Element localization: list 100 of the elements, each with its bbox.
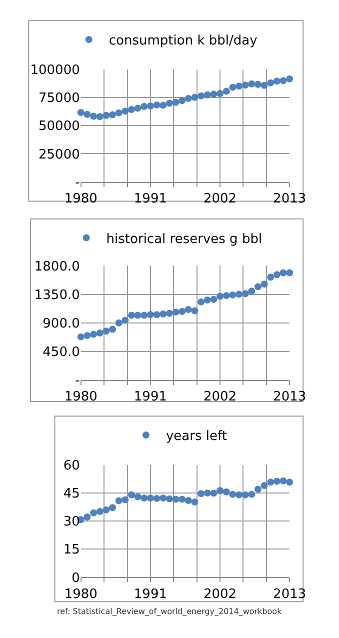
point [260,280,268,288]
y-tick-label: - [75,175,80,190]
point [102,506,110,514]
point [242,491,249,498]
point [128,491,135,498]
point [286,478,294,486]
point [140,103,148,110]
point [134,104,142,112]
point [254,80,262,88]
point [178,496,186,503]
point [222,292,230,300]
point [122,496,129,504]
point [102,112,110,119]
y-tick-label: 900.0 [42,316,80,332]
point [204,490,211,497]
point [109,111,116,118]
point [166,495,173,502]
point [236,491,243,498]
point [191,94,198,101]
point [229,490,236,498]
point [204,91,211,98]
point [286,269,294,276]
point [172,496,180,503]
point [222,488,230,496]
x-tick-label: 2002 [203,586,237,602]
point [134,493,142,500]
point [198,298,205,306]
point [242,290,249,298]
y-tick-label: 450.0 [42,344,80,360]
point [109,326,116,333]
point [140,494,148,502]
point [210,490,218,497]
point [128,312,135,319]
point [160,102,167,109]
y-tick-label: - [75,374,80,389]
legend-label: consumption k bbl/day [108,34,258,49]
point [128,106,135,114]
point [122,108,129,115]
point [172,98,180,106]
point [273,78,280,85]
y-tick-label: 60 [63,458,80,474]
y-tick-label: 45 [63,486,80,502]
y-tick-label: 100000 [30,63,80,78]
point [248,288,256,295]
point [248,490,256,498]
point [178,308,186,315]
point [109,504,116,512]
point [280,77,287,84]
text: ref: Statistical_Review_of_world_energy_2014_workbook [57,607,282,616]
point [115,497,122,504]
legend-label: years left [166,429,227,444]
y-tick-label: 25000 [38,147,80,162]
point [273,271,280,278]
point [153,101,160,108]
point [134,312,142,319]
point [140,312,148,319]
point [191,498,198,506]
y-tick-label: 30 [63,514,80,530]
point [115,109,122,116]
x-tick-label: 2002 [203,390,237,405]
point [146,311,154,318]
point [242,82,249,89]
point [229,84,236,91]
point [204,296,211,304]
point [172,308,180,316]
point [191,307,198,314]
point [160,494,167,502]
x-tick-label: 1991 [134,390,168,405]
x-tick-label: 2013 [273,586,306,602]
point [84,513,91,520]
point [178,97,186,104]
point [229,291,236,298]
point [160,310,167,318]
point [166,100,173,107]
point [210,296,218,303]
point [273,478,280,485]
point [254,486,262,493]
point [280,477,287,484]
point [146,102,154,110]
y-tick-label: 15 [63,542,80,558]
point [122,316,129,324]
point [96,330,104,337]
x-tick-label: 1980 [64,390,98,405]
y-tick-label: 1800.0 [34,259,80,274]
x-tick-label: 1980 [64,191,98,206]
point [216,292,224,300]
y-tick-label: 1350.0 [34,288,80,303]
x-tick-label: 1991 [134,586,168,602]
point [166,310,173,317]
point [77,333,84,340]
point [248,80,256,88]
point [96,113,104,120]
point [184,497,192,504]
point [267,274,274,281]
point [222,88,230,95]
x-tick-label: 2013 [273,191,306,206]
point [153,494,160,502]
point [90,509,98,516]
point [210,90,218,98]
point [236,82,243,90]
